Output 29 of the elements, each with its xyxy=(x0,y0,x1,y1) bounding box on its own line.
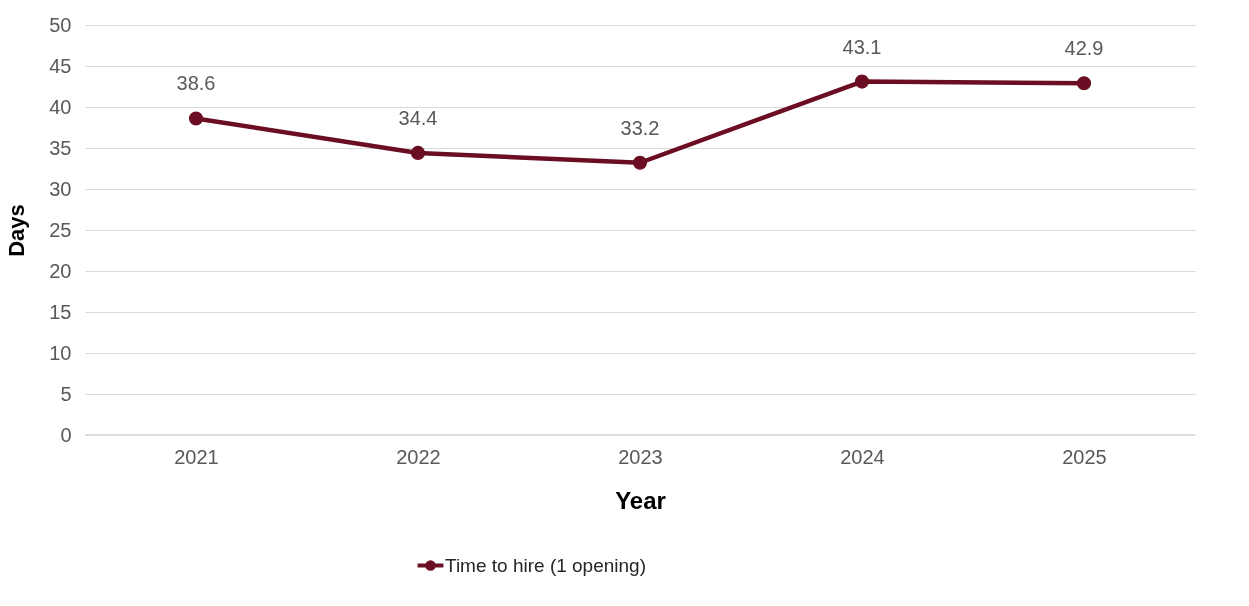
x-axis-title: Year xyxy=(615,486,666,514)
point xyxy=(1076,76,1092,91)
y-tick-label: 5 xyxy=(60,382,72,405)
data-label: 43.1 xyxy=(842,35,882,58)
x-tick-label: 2022 xyxy=(396,445,441,468)
point xyxy=(410,145,426,160)
point xyxy=(854,74,870,89)
y-tick-label: 45 xyxy=(49,54,72,77)
y-axis-title: Days xyxy=(4,204,30,257)
data-label: 38.6 xyxy=(176,72,216,95)
x-tick-label: 2021 xyxy=(174,445,219,468)
y-tick-label: 10 xyxy=(49,341,72,364)
point xyxy=(188,111,204,126)
y-tick-label: 50 xyxy=(49,13,72,36)
y-tick-label: 30 xyxy=(49,177,72,200)
x-tick-label: 2024 xyxy=(840,445,885,468)
y-tick-label: 40 xyxy=(49,95,72,118)
legend-label: Time to hire (1 opening) xyxy=(445,554,647,576)
data-label: 34.4 xyxy=(398,106,438,129)
x-tick-label: 2025 xyxy=(1062,445,1107,468)
data-label: 42.9 xyxy=(1064,37,1104,60)
y-tick-label: 35 xyxy=(49,136,72,159)
y-tick-label: 25 xyxy=(49,218,72,241)
y-tick-label: 20 xyxy=(49,259,72,282)
point xyxy=(632,155,648,170)
x-tick-label: 2023 xyxy=(618,445,663,468)
data-label: 33.2 xyxy=(620,116,660,139)
y-tick-label: 0 xyxy=(60,423,72,446)
y-tick-label: 15 xyxy=(49,300,72,323)
